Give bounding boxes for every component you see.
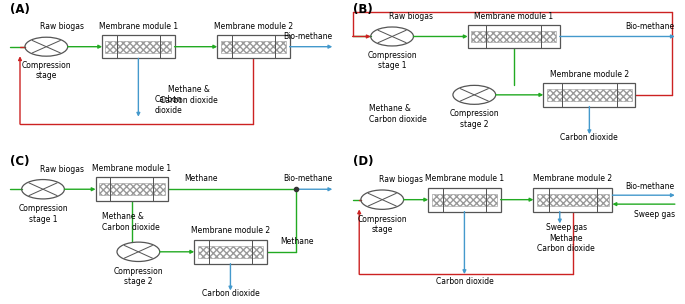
- Bar: [105, 41, 171, 53]
- Text: Membrane module 1: Membrane module 1: [99, 22, 178, 31]
- Text: Carbon dioxide: Carbon dioxide: [560, 133, 619, 142]
- Bar: [197, 246, 263, 258]
- Bar: [428, 188, 501, 212]
- Text: Membrane module 2: Membrane module 2: [191, 226, 270, 236]
- Text: Bio-methane: Bio-methane: [625, 22, 675, 31]
- Bar: [99, 183, 164, 195]
- Text: Bio-methane: Bio-methane: [283, 32, 332, 41]
- Bar: [543, 83, 636, 106]
- Bar: [537, 194, 609, 206]
- Text: Compression
stage 1: Compression stage 1: [18, 204, 68, 223]
- Text: (A): (A): [10, 3, 30, 16]
- Text: Bio-methane: Bio-methane: [283, 174, 332, 183]
- Text: Sweep gas
Methane
Carbon dioxide: Sweep gas Methane Carbon dioxide: [538, 223, 595, 253]
- Text: Raw biogas: Raw biogas: [40, 22, 84, 32]
- Bar: [195, 240, 266, 264]
- Bar: [471, 31, 556, 42]
- Text: Carbon dioxide: Carbon dioxide: [201, 289, 260, 298]
- Text: Sweep gas: Sweep gas: [634, 210, 675, 219]
- Bar: [432, 194, 497, 206]
- Bar: [221, 41, 286, 53]
- Text: Compression
stage: Compression stage: [358, 215, 407, 234]
- Text: Bio-methane: Bio-methane: [625, 182, 675, 191]
- Bar: [96, 177, 168, 201]
- Text: Membrane module 1: Membrane module 1: [425, 174, 504, 183]
- Text: Membrane module 1: Membrane module 1: [92, 164, 171, 173]
- Bar: [468, 25, 560, 48]
- Text: Raw biogas: Raw biogas: [40, 165, 84, 174]
- Text: Methane &
Carbon dioxide: Methane & Carbon dioxide: [102, 212, 160, 232]
- Text: Membrane module 2: Membrane module 2: [534, 174, 612, 183]
- Text: Methane &
Carbon dioxide: Methane & Carbon dioxide: [160, 85, 219, 105]
- Text: (B): (B): [353, 3, 373, 16]
- Text: Methane: Methane: [184, 174, 218, 183]
- Text: Methane &
Carbon dioxide: Methane & Carbon dioxide: [369, 104, 427, 123]
- Text: Membrane module 2: Membrane module 2: [550, 70, 629, 79]
- Text: Carbon dioxide: Carbon dioxide: [436, 277, 493, 286]
- Text: Membrane module 1: Membrane module 1: [474, 12, 553, 21]
- Text: Carbon
dioxide: Carbon dioxide: [155, 95, 183, 115]
- Bar: [217, 35, 290, 58]
- Text: Compression
stage 2: Compression stage 2: [114, 267, 163, 286]
- Text: Raw biogas: Raw biogas: [379, 175, 423, 184]
- Text: Raw biogas: Raw biogas: [389, 12, 433, 21]
- Text: Methane: Methane: [279, 237, 313, 246]
- Text: Compression
stage 1: Compression stage 1: [367, 51, 417, 70]
- Bar: [102, 35, 175, 58]
- Text: Membrane module 2: Membrane module 2: [214, 22, 293, 31]
- Text: (C): (C): [10, 155, 29, 168]
- Text: (D): (D): [353, 155, 373, 168]
- Text: Compression
stage: Compression stage: [21, 61, 71, 81]
- Bar: [547, 89, 632, 101]
- Bar: [534, 188, 612, 212]
- Text: Compression
stage 2: Compression stage 2: [449, 109, 499, 129]
